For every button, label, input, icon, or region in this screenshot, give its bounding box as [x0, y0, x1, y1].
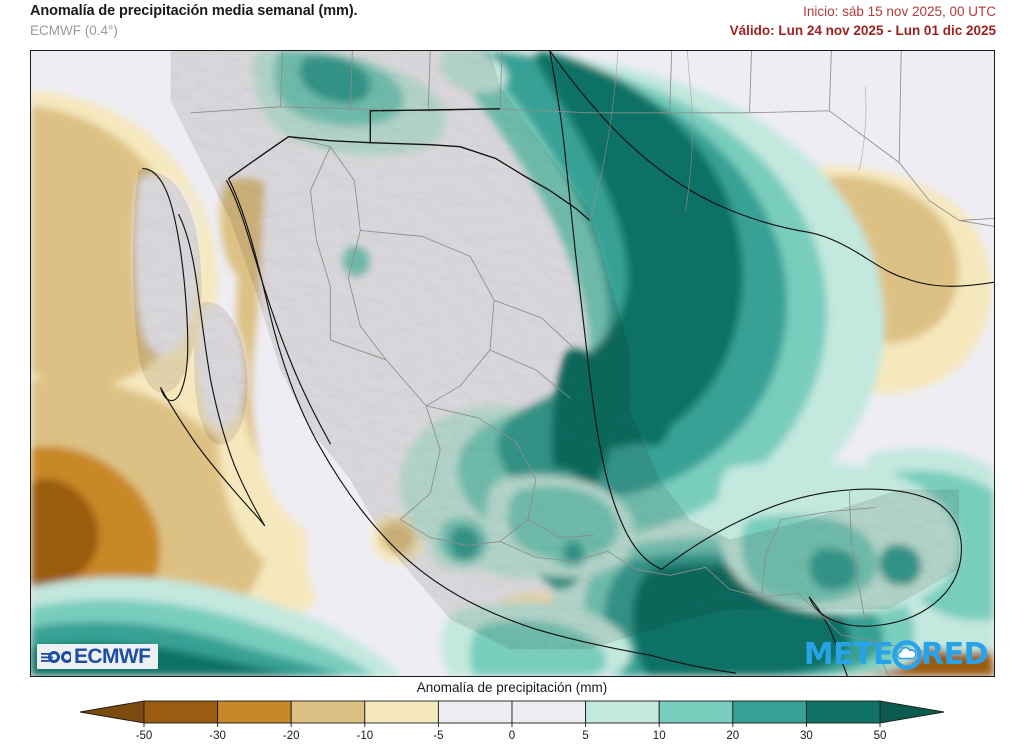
- colorbar-swatch: [805, 700, 881, 724]
- colorbar-tick-label: 30: [800, 730, 813, 742]
- forecast-date-block: Inicio: sáb 15 nov 2025, 00 UTC Válido: …: [730, 3, 996, 39]
- valid-period-label: Válido: Lun 24 nov 2025 - Lun 01 dic 202…: [729, 23, 996, 38]
- colorbar-tick-label: -20: [283, 730, 300, 742]
- colorbar-tick-label: -5: [433, 730, 443, 742]
- meteored-wordmark-part1: METE: [803, 637, 894, 672]
- colorbar-tick-label: 10: [653, 730, 666, 742]
- colorbar-tick-label: -30: [209, 730, 226, 742]
- colorbar-swatch: [364, 700, 439, 724]
- meteored-logo: METE RED: [803, 637, 989, 672]
- header: Anomalía de precipitación media semanal …: [0, 0, 1024, 48]
- colorbar-swatch: [437, 700, 513, 724]
- precipitation-anomaly-map[interactable]: ECMWF METE RED: [30, 50, 995, 677]
- colorbar-swatch: [658, 700, 734, 724]
- ecmwf-logo: ECMWF: [37, 644, 159, 669]
- colorbar-legend: Anomalía de precipitación (mm) -50 -30 -20…: [0, 680, 1024, 742]
- colorbar-tick-label: 20: [726, 730, 739, 742]
- map-raster: [31, 51, 994, 676]
- model-subtitle: ECMWF (0.4°): [30, 23, 118, 38]
- ecmwf-mark-icon: [41, 650, 71, 663]
- colorbar-tick-label: -10: [356, 730, 373, 742]
- colorbar-swatch: [732, 700, 807, 724]
- init-time-label: Inicio: sáb 15 nov 2025, 00 UTC: [803, 4, 996, 19]
- colorbar-tick-label: 5: [582, 730, 588, 742]
- colorbar-tick-label: -50: [136, 730, 153, 742]
- colorbar-title: Anomalía de precipitación (mm): [416, 680, 608, 695]
- colorbar-arrow-low: [80, 700, 145, 724]
- colorbar-arrow-high: [879, 700, 944, 724]
- title-block: Anomalía de precipitación media semanal …: [30, 3, 358, 39]
- colorbar-swatches[interactable]: -50 -30 -20 -10 -5 0 5 10 20 30 50: [80, 698, 944, 744]
- colorbar-swatch: [217, 700, 292, 724]
- page-title: Anomalía de precipitación media semanal …: [30, 3, 358, 19]
- colorbar-swatch: [143, 700, 219, 724]
- colorbar-swatch: [290, 700, 366, 724]
- meteored-wordmark-part2: RED: [921, 637, 989, 672]
- colorbar-tick-label: 50: [874, 730, 887, 742]
- colorbar-swatch: [585, 700, 660, 724]
- ecmwf-wordmark: ECMWF: [74, 645, 151, 668]
- colorbar-tick-label: 0: [509, 730, 515, 742]
- colorbar-swatch: [511, 700, 587, 724]
- cloud-icon: [892, 640, 922, 670]
